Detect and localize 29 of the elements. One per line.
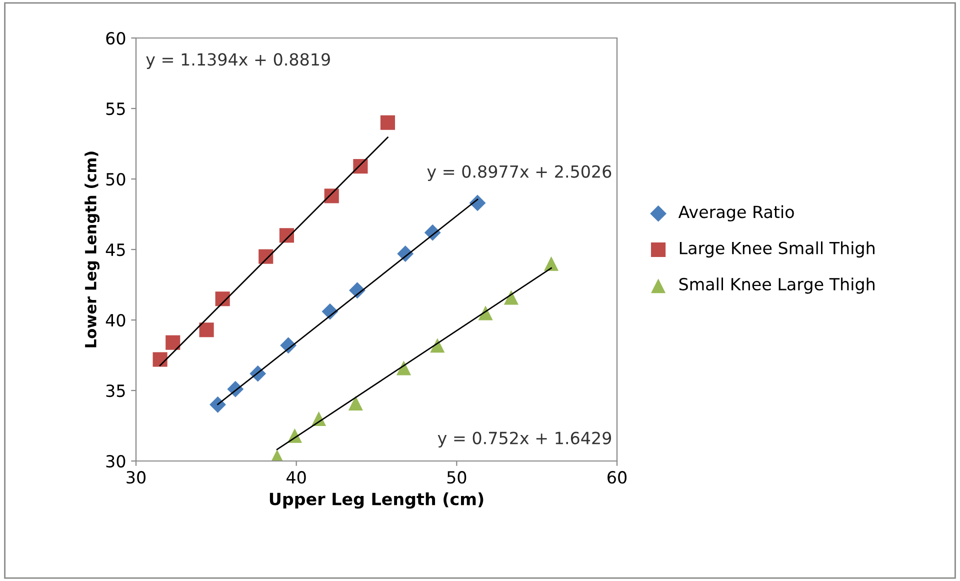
annotation: y = 0.8977x + 2.5026: [427, 165, 612, 182]
x-tick-label: 50: [447, 471, 466, 484]
y-tick-label: 55: [106, 102, 125, 116]
y-axis-title: Lower Leg Length (cm): [84, 152, 100, 348]
x-tick-label: 40: [286, 471, 306, 484]
y-tick-label: 50: [106, 172, 126, 186]
point: [199, 322, 214, 338]
annotation: y = 1.1394x + 0.8819: [146, 53, 330, 69]
point: [380, 115, 396, 130]
legend-label: Average Ratio: [678, 205, 794, 222]
y-tick-label: 45: [106, 244, 125, 256]
point: [430, 338, 445, 353]
point: [210, 396, 226, 413]
y-tick-label: 30: [106, 454, 126, 468]
x-tick-label: 60: [608, 471, 626, 484]
point: [469, 194, 486, 212]
point: [396, 360, 412, 376]
y-tick-label: 35: [106, 384, 125, 398]
legend-label: Large Knee Small Thigh: [680, 241, 874, 258]
point: [544, 256, 559, 271]
annotation: y = 0.752x + 1.6429: [438, 432, 612, 448]
y-tick-label: 40: [106, 314, 126, 327]
x-axis-title: Upper Leg Length (cm): [270, 492, 484, 509]
y-tick-label: 60: [106, 32, 126, 45]
point: [152, 352, 168, 367]
point: [166, 335, 180, 350]
legend-label: Small Knee Large Thigh: [679, 278, 874, 294]
point: [348, 396, 363, 410]
x-tick-label: 30: [126, 471, 146, 484]
